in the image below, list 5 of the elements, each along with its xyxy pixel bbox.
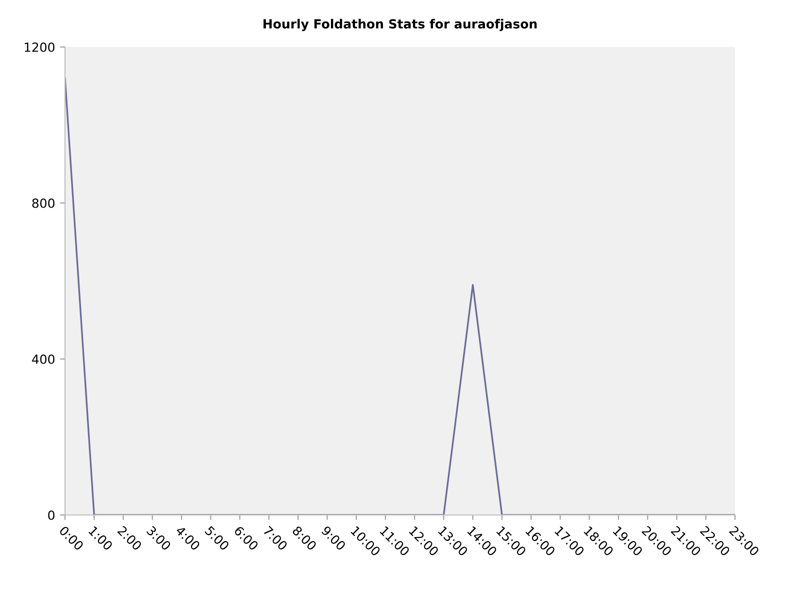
chart-title: Hourly Foldathon Stats for auraofjason (264, 18, 537, 32)
y-tick-label: 400 (32, 354, 54, 364)
y-tick-label: 0 (48, 510, 54, 520)
y-tick-label: 800 (32, 198, 54, 208)
y-tick-label: 1200 (24, 42, 54, 52)
